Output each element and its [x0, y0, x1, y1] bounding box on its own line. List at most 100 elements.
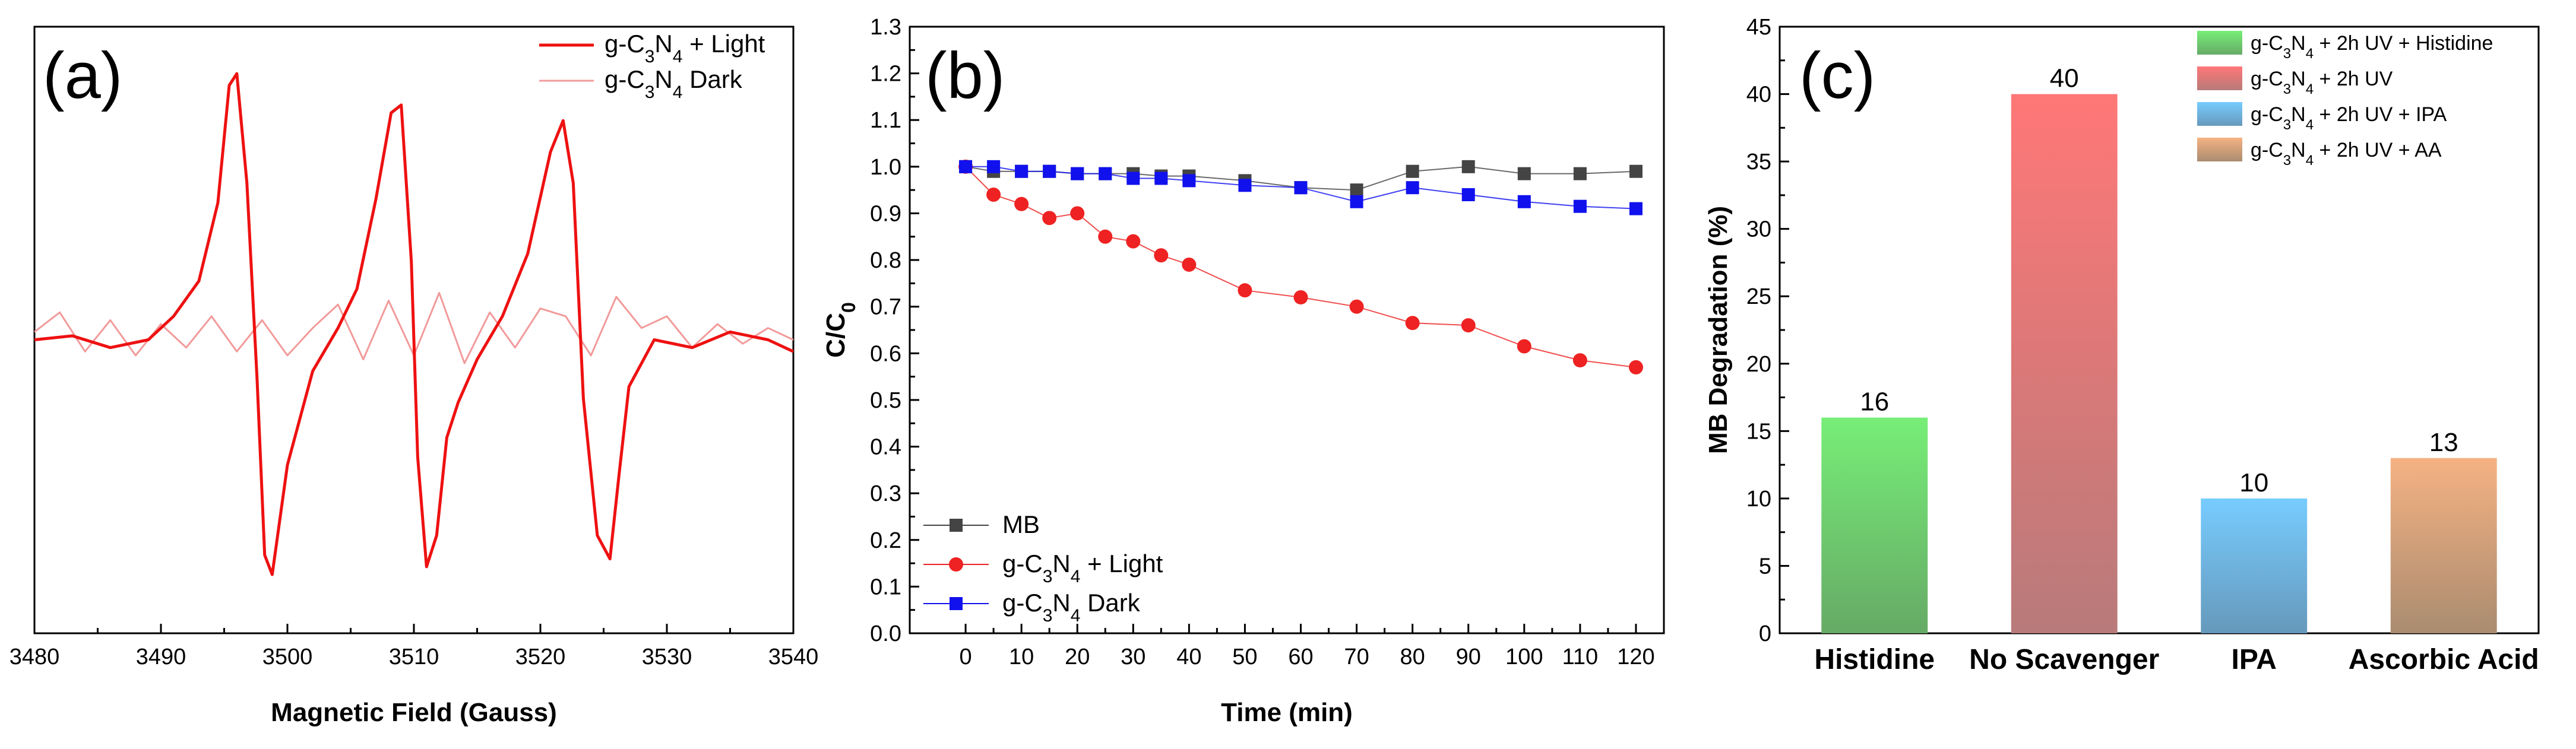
legend-label: g-C3N4 + 2h UV + Histidine	[2251, 32, 2493, 62]
legend-text-part: g-C	[2251, 68, 2283, 90]
legend-text-part: N	[1052, 550, 1070, 577]
legend-text-part: N	[2291, 103, 2306, 126]
legend-swatch	[2197, 102, 2242, 126]
y-tick-label: 35	[1746, 150, 1771, 174]
legend-label: g-C3N4 Dark	[605, 65, 743, 102]
data-point	[1238, 283, 1252, 298]
data-point	[1573, 167, 1587, 180]
legend-text-part: g-C	[1002, 550, 1043, 577]
legend-text-part: 3	[1043, 606, 1053, 626]
y-tick-label: 0.7	[870, 295, 901, 320]
data-point	[1294, 181, 1308, 195]
legend-text-part: 4	[2306, 81, 2314, 97]
panel-a-series	[34, 72, 795, 576]
x-tick-label: 120	[1617, 645, 1654, 669]
series-1	[958, 159, 1643, 374]
legend-text-part: g-C	[605, 65, 645, 93]
legend-text-part: 4	[673, 82, 683, 102]
category-label: Histidine	[1814, 644, 1935, 675]
data-point	[986, 188, 1001, 202]
y-tick-label: 0.0	[870, 621, 901, 646]
legend-text-part: N	[2291, 139, 2306, 161]
y-tick-label: 0.1	[870, 575, 901, 599]
x-tick-label: 50	[1232, 645, 1257, 669]
x-tick-label: 3510	[389, 645, 439, 669]
panel-b-plot-frame	[909, 26, 1665, 634]
x-tick-label: 30	[1121, 645, 1145, 669]
legend-text-part: 4	[2306, 153, 2314, 169]
legend-text-part: 3	[2283, 81, 2291, 97]
y-tick-label: 1.0	[870, 155, 901, 180]
legend-text-part: + Light	[1080, 550, 1163, 577]
y-tick-label: 30	[1746, 217, 1771, 242]
legend-swatch	[2197, 138, 2242, 161]
data-point	[1517, 195, 1531, 208]
data-point	[1126, 172, 1140, 185]
legend-text-part: 3	[645, 47, 655, 66]
panel-c-label: (c)	[1799, 39, 1875, 112]
x-tick-label: 3490	[136, 645, 186, 669]
panel-c-y-axis-title: MB Degradation (%)	[1704, 206, 1733, 454]
bar-value-label: 40	[2050, 64, 2079, 93]
data-point	[1043, 164, 1056, 178]
x-tick-label: 3520	[515, 645, 566, 669]
legend-text-part: g-C	[2251, 103, 2283, 126]
panel-a-epr-spectrum: (a) 3480 3490 3500 3510 3520 3530 3540 Magneti…	[10, 26, 818, 727]
legend-swatch	[2197, 31, 2242, 55]
data-point	[1182, 174, 1196, 188]
y-tick-label: 20	[1746, 352, 1771, 377]
y-tick-label: 0	[1759, 621, 1771, 646]
data-point	[1349, 299, 1364, 314]
legend-label: g-C3N4 + Light	[1002, 550, 1163, 586]
legend-label: g-C3N4 + Light	[605, 30, 765, 66]
legend-text-part: g-C	[605, 30, 645, 58]
data-point	[1628, 360, 1643, 374]
legend-label: g-C3N4 + 2h UV	[2251, 68, 2393, 97]
legend-text-part: g-C	[2251, 139, 2283, 161]
x-tick-label: 70	[1344, 645, 1369, 669]
legend-label: g-C3N4 + 2h UV + AA	[2251, 139, 2442, 169]
data-point	[1517, 339, 1531, 354]
y-tick-label: 0.2	[870, 528, 901, 553]
legend-text-part: g-C	[1002, 589, 1043, 617]
panel-b-series	[958, 159, 1643, 374]
data-point	[1406, 181, 1419, 195]
data-point	[1015, 164, 1028, 178]
data-point	[1070, 206, 1085, 221]
data-point	[1098, 229, 1113, 244]
bar-0	[1821, 417, 1928, 633]
legend-text-part: Dark	[682, 65, 742, 93]
data-point	[1293, 290, 1308, 304]
data-point	[987, 160, 1001, 173]
legend-text-part: N	[654, 30, 672, 58]
legend-text-part: MB	[1002, 510, 1040, 538]
panel-c-ticks: 0 5 10 15 20 25 30 35 40 45 Histidine No Scavenger I…	[1746, 15, 2539, 675]
category-label: No Scavenger	[1969, 644, 2159, 675]
data-point	[1572, 353, 1587, 368]
legend-text-part: g-C	[2251, 32, 2283, 55]
data-point	[1126, 234, 1141, 249]
legend-text-part: 3	[1043, 567, 1053, 586]
y-tick-label: 45	[1746, 15, 1771, 40]
legend-label: g-C3N4 Dark	[1002, 589, 1141, 626]
x-tick-label: 20	[1065, 645, 1090, 669]
data-point	[1405, 316, 1420, 331]
data-point	[1014, 196, 1029, 211]
legend-text-part: 3	[645, 82, 655, 102]
data-point	[1461, 188, 1475, 202]
data-point	[1573, 199, 1587, 213]
x-tick-label: 10	[1009, 645, 1034, 669]
x-tick-label: 80	[1400, 645, 1425, 669]
y-tick-label: 0.8	[870, 248, 901, 273]
bar-value-label: 13	[2429, 428, 2458, 457]
category-label: Ascorbic Acid	[2349, 644, 2539, 675]
panel-b-ticks: 0 10 20 30 40 50 60 70 80 90 100 110 120 0.0 0.1 0.2 0.3…	[870, 15, 1654, 669]
legend-text-part: 4	[2306, 46, 2314, 62]
legend-text-part: + 2h UV + IPA	[2314, 103, 2447, 126]
legend-swatch	[2197, 66, 2242, 90]
x-tick-label: 110	[1562, 645, 1599, 669]
legend-text-part: N	[654, 65, 672, 93]
